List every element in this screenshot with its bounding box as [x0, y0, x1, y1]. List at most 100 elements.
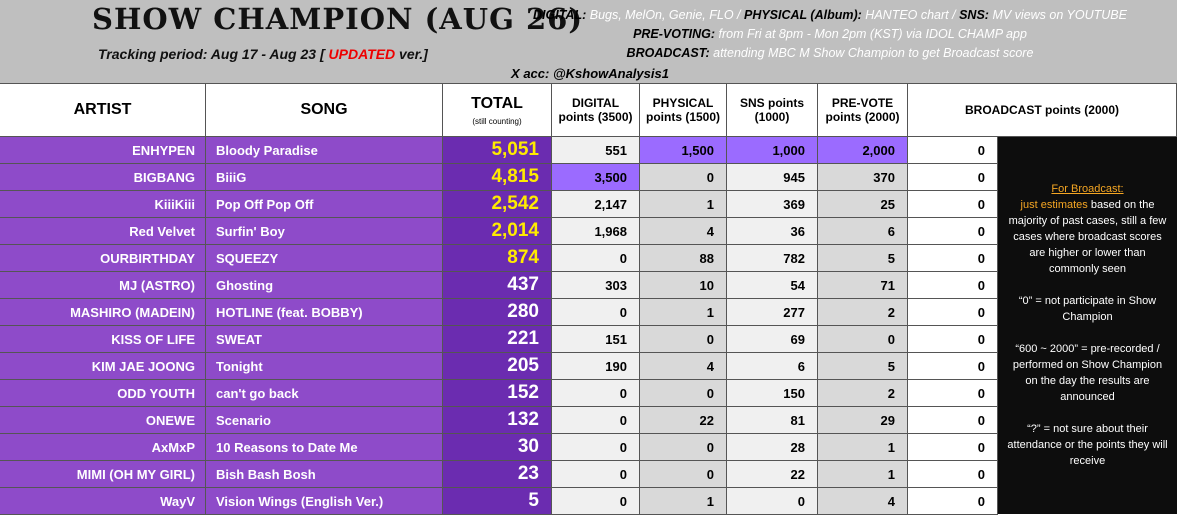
prevote-cell: 370 [818, 164, 908, 191]
song-cell: Surfin' Boy [206, 218, 443, 245]
info-text: attending MBC M Show Champion to get Bro… [713, 46, 1034, 60]
title: SHOW CHAMPION (AUG 26) [92, 2, 584, 36]
note-text: based on the majority of past cases, sti… [1008, 199, 1167, 275]
song-cell: Bish Bash Bosh [206, 461, 443, 488]
header-cell: ARTIST [0, 83, 206, 137]
info-line: PRE-VOTING: from Fri at 8pm - Mon 2pm (K… [500, 25, 1160, 44]
broadcast-cell: 0 [908, 245, 998, 272]
header-text: DIGITAL points (3500) [558, 96, 633, 124]
header-cell: DIGITAL points (3500) [552, 83, 640, 137]
header-note: (still counting) [472, 116, 522, 126]
info-line: DIGITAL: Bugs, MelOn, Genie, FLO / PHYSI… [500, 6, 1160, 25]
total-cell: 2,014 [443, 218, 552, 245]
tracking-text: Tracking period: Aug 17 - Aug 23 [ [98, 46, 325, 62]
physical-cell: 1,500 [640, 137, 727, 164]
prevote-cell: 5 [818, 353, 908, 380]
total-cell: 4,815 [443, 164, 552, 191]
header-cell: PRE-VOTE points (2000) [818, 83, 908, 137]
physical-cell: 22 [640, 407, 727, 434]
song-cell: Scenario [206, 407, 443, 434]
header-cell: SONG [206, 83, 443, 137]
info-line: BROADCAST: attending MBC M Show Champion… [500, 44, 1160, 63]
header-text: SONG [300, 101, 348, 118]
physical-cell: 0 [640, 461, 727, 488]
total-cell: 2,542 [443, 191, 552, 218]
sns-cell: 945 [727, 164, 818, 191]
header-cell: SNS points (1000) [727, 83, 818, 137]
broadcast-cell: 0 [908, 434, 998, 461]
total-cell: 874 [443, 245, 552, 272]
sns-cell: 69 [727, 326, 818, 353]
note-heading: For Broadcast: [1051, 183, 1124, 195]
prevote-cell: 6 [818, 218, 908, 245]
prevote-cell: 25 [818, 191, 908, 218]
header-cell: TOTAL (still counting) [443, 83, 552, 137]
song-cell: BiiiG [206, 164, 443, 191]
note: “?” = not sure about their attendance or… [1007, 423, 1168, 467]
sns-cell: 0 [727, 488, 818, 515]
header-text: TOTAL [471, 94, 523, 112]
info-label: PHYSICAL (Album): [743, 8, 862, 22]
broadcast-cell: 0 [908, 461, 998, 488]
digital-cell: 303 [552, 272, 640, 299]
version: ver.] [399, 46, 428, 62]
total-cell: 221 [443, 326, 552, 353]
digital-cell: 0 [552, 380, 640, 407]
prevote-cell: 2 [818, 380, 908, 407]
tracking: Tracking period: Aug 17 - Aug 23 [ UPDAT… [98, 46, 428, 62]
artist-cell: MIMI (OH MY GIRL) [0, 461, 206, 488]
total-cell: 437 [443, 272, 552, 299]
digital-cell: 1,968 [552, 218, 640, 245]
info-text: from Fri at 8pm - Mon 2pm (KST) via IDOL… [718, 27, 1027, 41]
info-label: SNS: [959, 8, 989, 22]
notes: For Broadcast: just estimates based on th… [998, 137, 1177, 514]
digital-cell: 0 [552, 434, 640, 461]
info-text: MV views on YOUTUBE [992, 8, 1127, 22]
info-label: DIGITAL: [533, 8, 587, 22]
broadcast-cell: 0 [908, 137, 998, 164]
artist-cell: MASHIRO (MADEIN) [0, 299, 206, 326]
artist-cell: ONEWE [0, 407, 206, 434]
total-cell: 23 [443, 461, 552, 488]
sns-cell: 22 [727, 461, 818, 488]
header-cell: BROADCAST points (2000) [908, 83, 1177, 137]
note-estimate: just estimates [1020, 199, 1088, 211]
sns-cell: 277 [727, 299, 818, 326]
song-cell: Ghosting [206, 272, 443, 299]
total-cell: 152 [443, 380, 552, 407]
artist-cell: KiiiKiii [0, 191, 206, 218]
broadcast-cell: 0 [908, 299, 998, 326]
artist-cell: ODD YOUTH [0, 380, 206, 407]
info-text: Bugs, MelOn, Genie, FLO / [589, 8, 741, 22]
sns-cell: 54 [727, 272, 818, 299]
artist-cell: AxMxP [0, 434, 206, 461]
song-cell: Vision Wings (English Ver.) [206, 488, 443, 515]
broadcast-cell: 0 [908, 326, 998, 353]
artist-cell: MJ (ASTRO) [0, 272, 206, 299]
broadcast-cell: 0 [908, 191, 998, 218]
song-cell: SWEAT [206, 326, 443, 353]
physical-cell: 1 [640, 488, 727, 515]
physical-cell: 1 [640, 299, 727, 326]
song-cell: HOTLINE (feat. BOBBY) [206, 299, 443, 326]
prevote-cell: 2,000 [818, 137, 908, 164]
total-cell: 5,051 [443, 137, 552, 164]
song-cell: Bloody Paradise [206, 137, 443, 164]
digital-cell: 190 [552, 353, 640, 380]
prevote-cell: 2 [818, 299, 908, 326]
header-text: PHYSICAL points (1500) [646, 96, 721, 124]
info-text: HANTEO chart / [865, 8, 956, 22]
header-text: SNS points (1000) [739, 96, 804, 124]
digital-cell: 551 [552, 137, 640, 164]
artist-cell: ENHYPEN [0, 137, 206, 164]
account: X acc: @KshowAnalysis1 [511, 66, 669, 81]
total-cell: 205 [443, 353, 552, 380]
prevote-cell: 1 [818, 461, 908, 488]
physical-cell: 0 [640, 380, 727, 407]
digital-cell: 0 [552, 299, 640, 326]
digital-cell: 0 [552, 245, 640, 272]
info-label: PRE-VOTING: [633, 27, 716, 41]
broadcast-cell: 0 [908, 272, 998, 299]
sns-cell: 28 [727, 434, 818, 461]
